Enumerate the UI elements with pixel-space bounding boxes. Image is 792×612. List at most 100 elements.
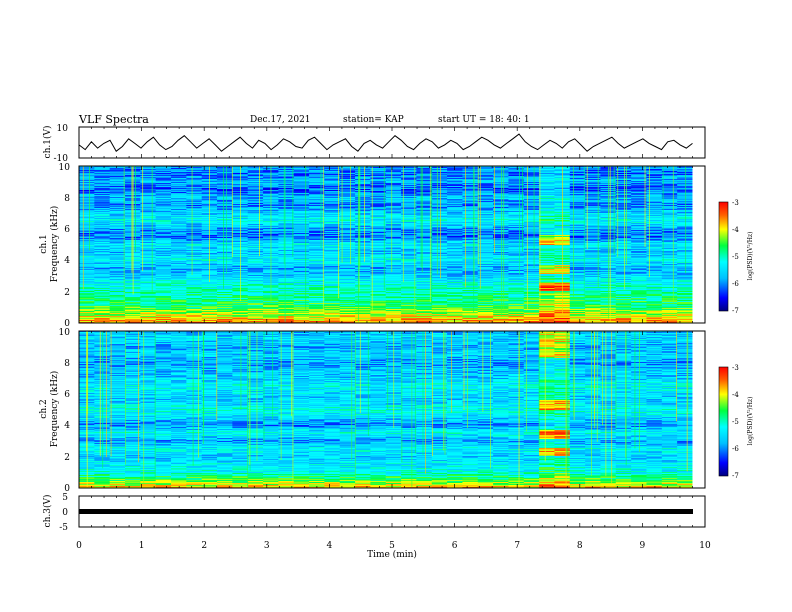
spectrogram-cell xyxy=(416,259,433,261)
spectrogram-cell xyxy=(324,225,341,227)
spectrogram-cell xyxy=(401,279,417,281)
spectrogram-cell xyxy=(293,228,310,230)
spectrogram-cell xyxy=(615,221,632,223)
spectrogram-cell xyxy=(493,230,509,232)
spectrogram-cell xyxy=(293,171,310,173)
spectrogram-cell xyxy=(631,238,647,240)
spectrogram-cell xyxy=(539,251,555,253)
spectrogram-cell xyxy=(523,239,540,241)
spectrogram-cell xyxy=(370,228,387,230)
spectrogram-cell xyxy=(171,207,187,209)
spectrogram-cell xyxy=(293,210,310,212)
spectrogram-cell xyxy=(293,219,310,221)
spectrogram-cell xyxy=(278,177,295,179)
spectrogram-cell xyxy=(416,190,433,192)
spectrogram-cell xyxy=(339,239,356,241)
spectrogram-cell xyxy=(171,232,187,234)
spectrogram-cell xyxy=(661,211,678,213)
spectrogram-cell xyxy=(94,254,111,256)
spectrogram-cell xyxy=(523,204,540,206)
spectrogram-cell xyxy=(109,254,126,256)
spectrogram-cell xyxy=(309,221,325,223)
spectrogram-cell xyxy=(431,234,448,236)
spectrogram-cell xyxy=(247,275,264,277)
spectrogram-cell xyxy=(370,222,387,224)
spectrogram-cell xyxy=(401,184,417,186)
spectrogram-cell xyxy=(569,187,586,189)
spectrogram-cell xyxy=(493,238,509,240)
spectrogram-cell xyxy=(140,202,157,204)
spectrogram-cell xyxy=(355,243,371,245)
spectrogram-cell xyxy=(646,263,663,265)
spectrogram-cell xyxy=(355,178,371,180)
spectrogram-cell xyxy=(508,180,525,182)
spectrogram-cell xyxy=(278,181,295,183)
spectrogram-cell xyxy=(278,179,295,181)
spectrogram-cell xyxy=(447,211,463,213)
spectrogram-cell xyxy=(309,273,325,275)
spectrogram-cell xyxy=(508,283,525,285)
spectrogram-cell xyxy=(431,243,448,245)
spectrogram-cell xyxy=(477,245,494,247)
spectrogram-cell xyxy=(140,220,157,222)
spectrogram-cell xyxy=(186,219,203,221)
spectrogram-cell xyxy=(155,280,172,282)
spectrogram-cell xyxy=(94,244,111,246)
spectrogram-cell xyxy=(217,184,233,186)
spectrogram-cell xyxy=(94,216,111,218)
spectrogram-cell xyxy=(324,232,341,234)
spectrogram-cell xyxy=(477,247,494,249)
spectrogram-cell xyxy=(508,281,525,283)
spectrogram-cell xyxy=(646,195,663,197)
spectrogram-cell xyxy=(309,185,325,187)
spectrogram-cell xyxy=(539,278,555,280)
spectrogram-cell xyxy=(217,206,233,208)
spectrogram-cell xyxy=(677,237,693,239)
spectrogram-cell xyxy=(355,262,371,264)
spectrogram-cell xyxy=(94,276,111,278)
spectrogram-cell xyxy=(615,280,632,282)
spectrogram-cell xyxy=(293,223,310,225)
spectrogram-cell xyxy=(94,280,111,282)
spectrogram-cell xyxy=(79,237,95,239)
spectrogram-cell xyxy=(569,179,586,181)
spectrogram-cell xyxy=(186,240,203,242)
spectrogram-cell xyxy=(585,271,601,273)
spectrogram-cell xyxy=(247,170,264,172)
spectrogram-cell xyxy=(278,282,295,284)
spectrogram-cell xyxy=(278,263,295,265)
spectrogram-cell xyxy=(309,222,325,224)
spectrogram-cell xyxy=(416,286,433,288)
spectrogram-cell xyxy=(247,248,264,250)
spectrogram-cell xyxy=(355,212,371,214)
spectrogram-cell xyxy=(171,204,187,206)
spectrogram-cell xyxy=(293,168,310,170)
spectrogram-cell xyxy=(140,204,157,206)
spectrogram-cell xyxy=(493,171,509,173)
spectrogram-cell xyxy=(140,271,157,273)
spectrogram-cell xyxy=(447,167,463,169)
spectrogram-cell xyxy=(355,166,371,168)
spectrogram-cell xyxy=(385,202,402,204)
spectrogram-cell xyxy=(79,283,95,285)
spectrogram-cell xyxy=(339,201,356,203)
spectrogram-cell xyxy=(462,278,479,280)
spectrogram-cell xyxy=(523,218,540,220)
spectrogram-cell xyxy=(278,227,295,229)
spectrogram-cell xyxy=(155,267,172,269)
spectrogram-cell xyxy=(615,258,632,260)
spectrogram-cell xyxy=(278,230,295,232)
spectrogram-cell xyxy=(646,197,663,199)
spectrogram-cell xyxy=(431,218,448,220)
spectrogram-cell xyxy=(324,282,341,284)
spectrogram-cell xyxy=(278,243,295,245)
spectrogram-cell xyxy=(140,244,157,246)
spectrogram-cell xyxy=(247,207,264,209)
spectrogram-cell xyxy=(155,249,172,251)
spectrogram-cell xyxy=(217,276,233,278)
spectrogram-cell xyxy=(217,279,233,281)
spectrogram-cell xyxy=(585,225,601,227)
spectrogram-cell xyxy=(661,179,678,181)
spectrogram-cell xyxy=(416,233,433,235)
spectrogram-cell xyxy=(462,219,479,221)
